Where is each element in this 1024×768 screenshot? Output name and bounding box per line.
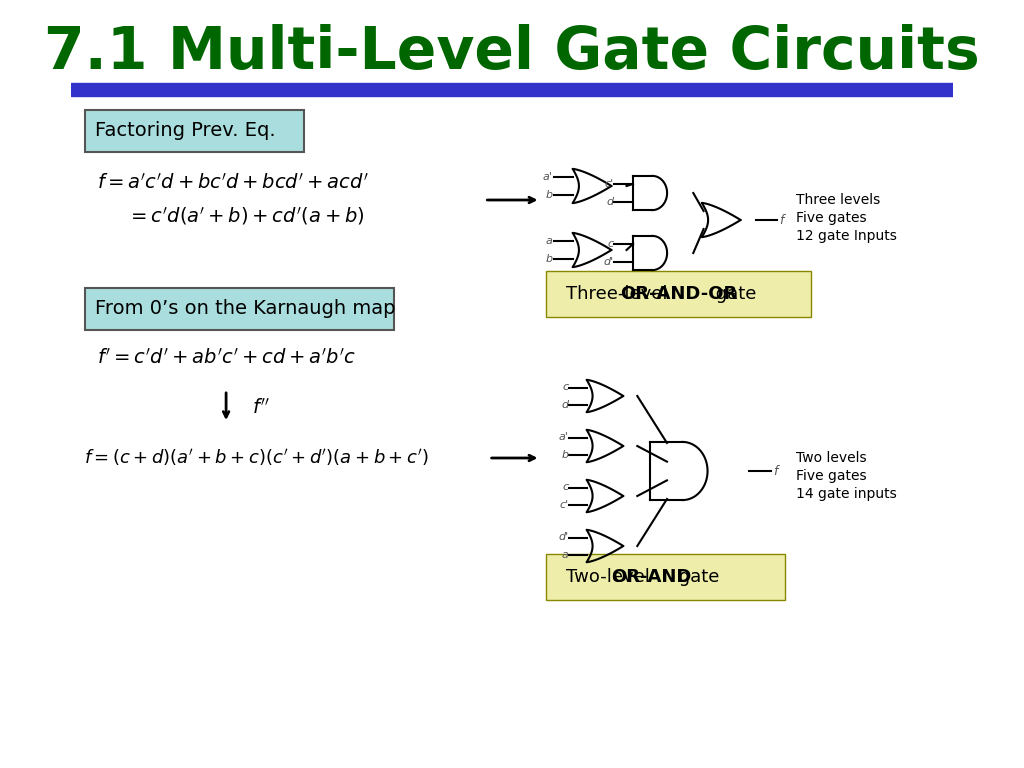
Text: Three-level: Three-level	[566, 285, 674, 303]
Text: 7.1 Multi-Level Gate Circuits: 7.1 Multi-Level Gate Circuits	[44, 25, 980, 81]
Text: OR-AND: OR-AND	[611, 568, 691, 586]
Text: c: c	[607, 239, 613, 249]
Text: c: c	[562, 482, 568, 492]
Text: $f$: $f$	[779, 213, 786, 227]
Text: d: d	[606, 197, 613, 207]
Text: b: b	[546, 190, 553, 200]
Text: $= c'd(a'+b)+cd'(a+b)$: $= c'd(a'+b)+cd'(a+b)$	[127, 205, 365, 227]
Bar	[71, 83, 953, 96]
Text: d': d'	[558, 532, 568, 542]
Text: Factoring Prev. Eq.: Factoring Prev. Eq.	[95, 121, 275, 141]
Text: Three levels: Three levels	[797, 193, 881, 207]
Text: Five gates: Five gates	[797, 469, 866, 483]
Text: d: d	[561, 399, 568, 409]
Text: Two levels: Two levels	[797, 451, 866, 465]
Text: $f = a'c'd + bc'd + bcd'+acd'$: $f = a'c'd + bc'd + bcd'+acd'$	[97, 173, 369, 193]
Text: Two-level: Two-level	[566, 568, 656, 586]
Text: 14 gate inputs: 14 gate inputs	[797, 487, 897, 501]
FancyBboxPatch shape	[85, 288, 394, 330]
Text: $f$: $f$	[773, 464, 780, 478]
FancyBboxPatch shape	[85, 110, 303, 152]
Text: c: c	[562, 382, 568, 392]
Text: gate: gate	[673, 568, 720, 586]
Text: $f' = c'd'+ab'c'+cd + a'b'c$: $f' = c'd'+ab'c'+cd + a'b'c$	[97, 348, 356, 368]
Text: $f''$: $f''$	[252, 398, 269, 418]
Text: b: b	[561, 449, 568, 459]
Text: From 0’s on the Karnaugh map: From 0’s on the Karnaugh map	[95, 300, 395, 319]
Text: a: a	[546, 236, 553, 246]
Text: 12 gate Inputs: 12 gate Inputs	[797, 229, 897, 243]
Text: c': c'	[559, 499, 568, 509]
Text: b: b	[546, 254, 553, 264]
FancyBboxPatch shape	[546, 554, 785, 600]
Text: gate: gate	[710, 285, 757, 303]
FancyBboxPatch shape	[546, 271, 811, 317]
Text: OR-AND-OR: OR-AND-OR	[620, 285, 737, 303]
Text: c': c'	[604, 179, 613, 189]
Text: a': a'	[543, 172, 553, 182]
Text: a': a'	[559, 432, 568, 442]
Text: Five gates: Five gates	[797, 211, 866, 225]
Text: d': d'	[603, 257, 613, 267]
Text: a: a	[562, 549, 568, 560]
Text: $f = (c+d)(a'+b+c)(c'+d')(a+b+c')$: $f = (c+d)(a'+b+c)(c'+d')(a+b+c')$	[84, 448, 429, 468]
